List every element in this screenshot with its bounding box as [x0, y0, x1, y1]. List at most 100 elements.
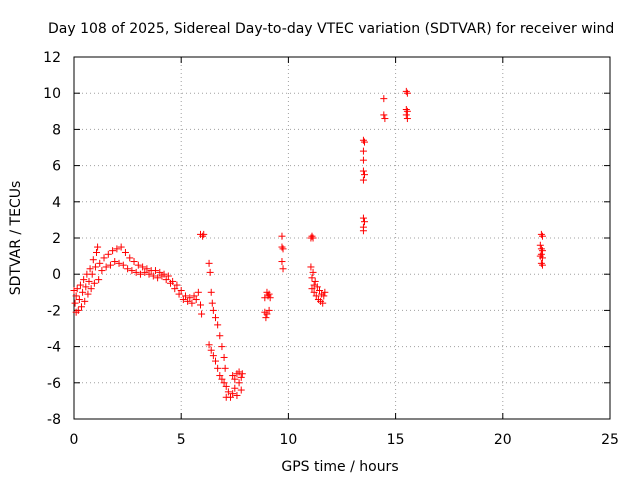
- data-point: [121, 248, 129, 256]
- data-point: [359, 167, 367, 175]
- data-point: [359, 136, 367, 144]
- data-point: [198, 310, 206, 318]
- data-point: [220, 353, 228, 361]
- data-point: [162, 276, 170, 284]
- y-tick-label: -6: [47, 376, 61, 392]
- data-point: [136, 270, 144, 278]
- data-point: [309, 268, 317, 276]
- data-point: [200, 230, 208, 238]
- data-point: [266, 294, 274, 302]
- data-point: [320, 292, 328, 300]
- data-point: [359, 214, 367, 222]
- data-point: [279, 265, 287, 273]
- data-point: [537, 250, 545, 258]
- data-point: [359, 147, 367, 155]
- data-point: [262, 314, 270, 322]
- data-point: [173, 281, 181, 289]
- data-point: [73, 285, 81, 293]
- data-point: [278, 243, 286, 251]
- data-point: [164, 272, 172, 280]
- data-point: [310, 288, 318, 296]
- data-point: [229, 372, 237, 380]
- data-point: [91, 263, 99, 271]
- x-tick-label: 5: [177, 432, 186, 448]
- y-axis-label: SDTVAR / TECUs: [8, 181, 24, 296]
- data-point: [214, 321, 222, 329]
- data-point: [206, 268, 214, 276]
- data-point: [278, 258, 286, 266]
- data-point: [212, 314, 220, 322]
- data-point: [113, 245, 121, 253]
- data-point: [160, 270, 168, 278]
- data-point: [538, 232, 546, 240]
- data-point: [130, 258, 138, 266]
- data-point: [307, 263, 315, 271]
- data-point: [402, 87, 410, 95]
- x-tick-label: 20: [494, 432, 512, 448]
- data-point: [208, 299, 216, 307]
- data-point: [361, 171, 369, 179]
- data-point: [263, 310, 271, 318]
- data-point: [536, 241, 544, 249]
- data-point: [381, 115, 389, 123]
- y-tick-label: 2: [52, 231, 61, 247]
- data-point: [199, 232, 207, 240]
- data-point: [169, 277, 177, 285]
- data-point: [205, 259, 213, 267]
- data-point: [98, 267, 106, 275]
- data-point: [149, 272, 157, 280]
- data-point: [207, 288, 215, 296]
- data-point: [229, 390, 237, 398]
- data-point: [119, 261, 127, 269]
- data-point: [265, 306, 273, 314]
- data-point: [308, 232, 316, 240]
- data-point: [85, 277, 93, 285]
- data-point: [279, 245, 287, 253]
- data-point: [80, 276, 88, 284]
- data-point: [312, 292, 320, 300]
- data-point: [109, 247, 117, 255]
- y-tick-label: -4: [47, 340, 61, 356]
- data-point: [214, 364, 222, 372]
- data-point: [87, 285, 95, 293]
- data-point: [175, 290, 183, 298]
- data-point: [76, 281, 84, 289]
- data-point: [184, 297, 192, 305]
- data-point: [227, 393, 235, 401]
- data-point: [71, 299, 79, 307]
- data-point: [186, 294, 194, 302]
- axis-ticks: [73, 56, 611, 420]
- data-point: [84, 290, 92, 298]
- data-point: [209, 306, 217, 314]
- data-point: [361, 218, 369, 226]
- data-point: [538, 261, 546, 269]
- data-point: [90, 279, 98, 287]
- data-point: [537, 230, 545, 238]
- data-point: [235, 379, 243, 387]
- data-point: [111, 258, 119, 266]
- data-point: [207, 346, 215, 354]
- x-tick-label: 15: [387, 432, 405, 448]
- data-point: [100, 254, 108, 262]
- data-point: [220, 379, 228, 387]
- grid: [74, 57, 610, 419]
- data-point: [321, 288, 329, 296]
- x-tick-label: 0: [70, 432, 79, 448]
- x-tick-label: 25: [601, 432, 619, 448]
- data-point: [216, 372, 224, 380]
- data-point: [212, 357, 220, 365]
- data-point: [315, 286, 323, 294]
- data-point: [218, 343, 226, 351]
- data-point: [145, 270, 153, 278]
- data-point: [231, 384, 239, 392]
- data-point: [141, 268, 149, 276]
- data-point: [139, 263, 147, 271]
- y-tick-label: -8: [47, 412, 61, 428]
- data-point: [96, 259, 104, 267]
- data-point: [151, 267, 159, 275]
- data-point: [75, 296, 83, 304]
- data-point: [537, 259, 545, 267]
- y-tick-label: 10: [43, 86, 61, 102]
- data-point: [70, 286, 78, 294]
- data-point: [72, 292, 80, 300]
